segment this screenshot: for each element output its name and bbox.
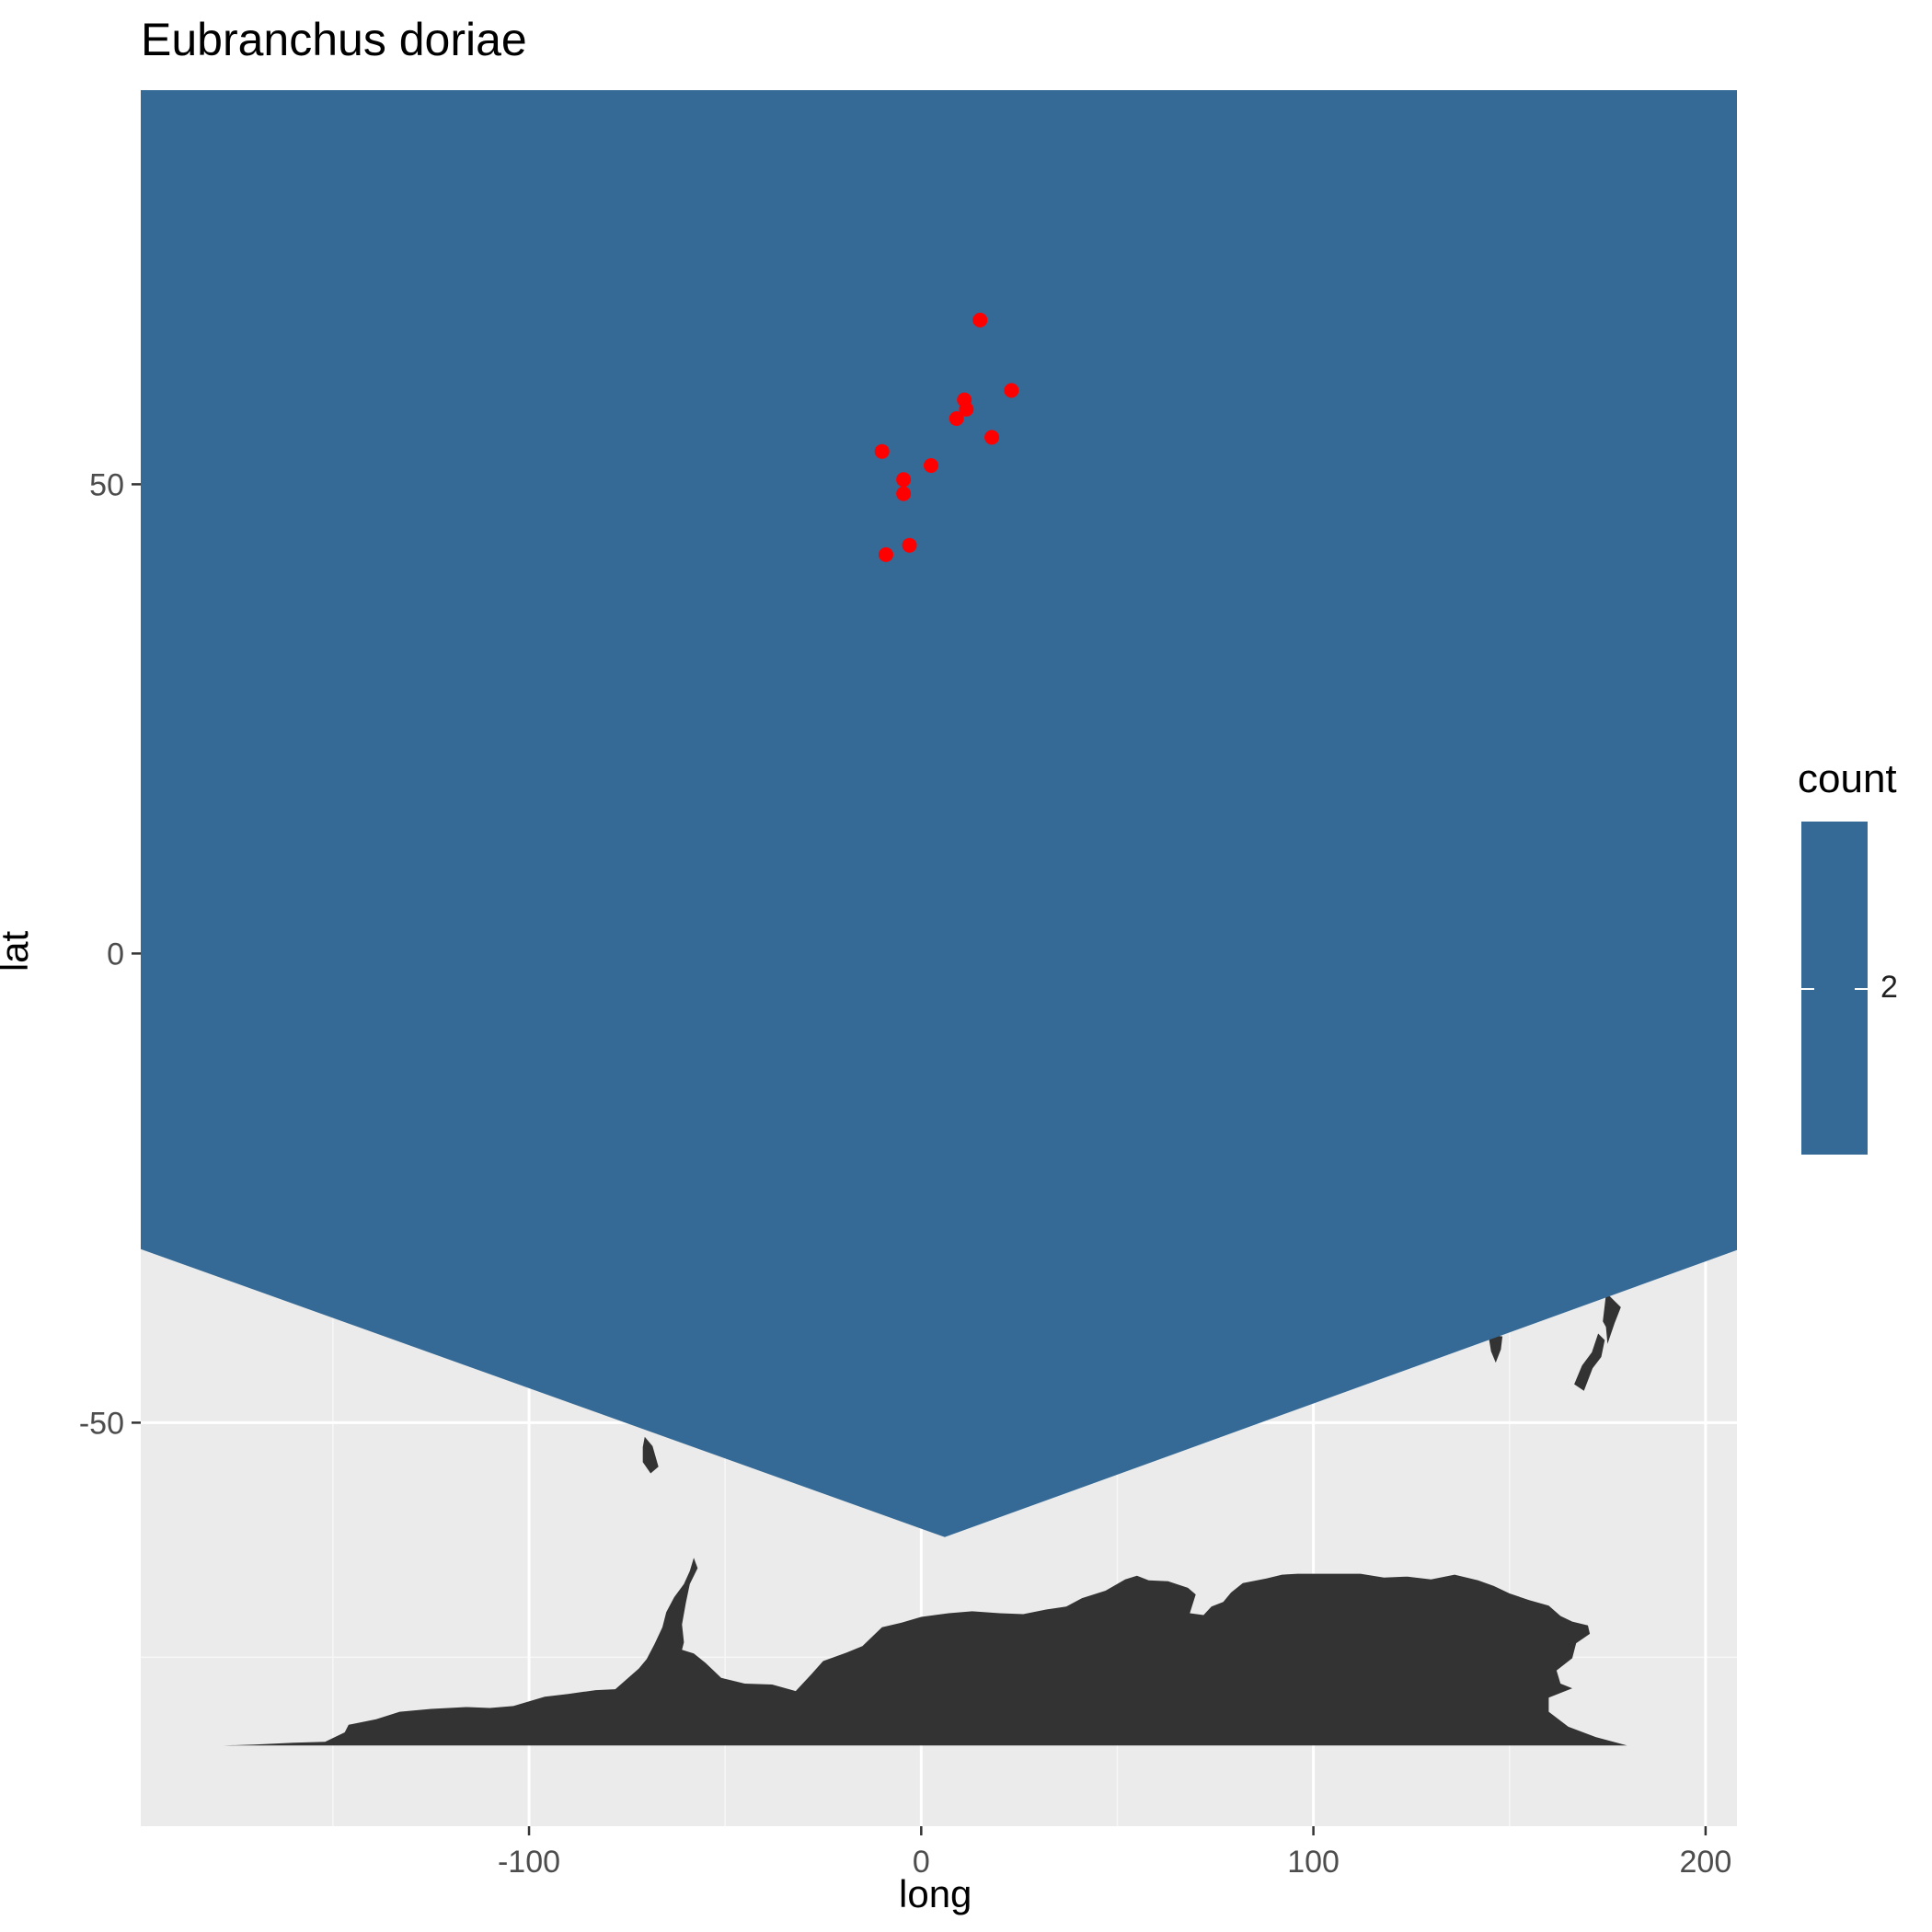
island-shape — [1488, 1334, 1503, 1363]
density-fill-region — [141, 90, 1737, 1537]
occurrence-point — [878, 546, 893, 562]
y-axis-ticks: -50 0 50 — [79, 467, 141, 1441]
x-axis-title: long — [899, 1872, 972, 1915]
occurrence-point — [923, 458, 938, 473]
occurrence-points — [874, 312, 1019, 562]
y-tick-label: 0 — [107, 937, 124, 972]
occurrence-point — [984, 430, 1000, 445]
occurrence-point — [896, 472, 912, 488]
occurrence-point — [949, 411, 964, 426]
y-axis-title: lat — [0, 930, 37, 972]
x-tick-label: 200 — [1680, 1845, 1732, 1880]
occurrence-point — [896, 486, 912, 501]
x-tick-label: 100 — [1287, 1845, 1340, 1880]
antarctica-shape — [223, 1558, 1627, 1746]
legend-tick-label: 2 — [1880, 970, 1898, 1005]
x-tick-label: -100 — [498, 1845, 560, 1880]
occurrence-point — [902, 537, 917, 553]
x-tick-label: 0 — [913, 1845, 930, 1880]
occurrence-point — [1004, 383, 1019, 398]
x-axis-ticks: -100 0 100 200 — [498, 1826, 1731, 1880]
y-tick-label: 50 — [89, 467, 124, 502]
occurrence-point — [959, 401, 974, 417]
chart-title: Eubranchus doriae — [141, 14, 527, 65]
island-shape — [642, 1436, 659, 1474]
island-shape — [1574, 1333, 1605, 1391]
occurrence-point — [972, 312, 988, 328]
y-tick-label: -50 — [79, 1406, 124, 1441]
legend-title: count — [1798, 756, 1897, 801]
occurrence-point — [874, 443, 890, 459]
